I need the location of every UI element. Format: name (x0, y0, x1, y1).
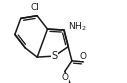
Text: O: O (62, 73, 69, 82)
Text: Cl: Cl (31, 3, 39, 12)
Text: O: O (80, 52, 87, 61)
Text: NH$_2$: NH$_2$ (68, 21, 87, 33)
Text: S: S (51, 51, 57, 61)
